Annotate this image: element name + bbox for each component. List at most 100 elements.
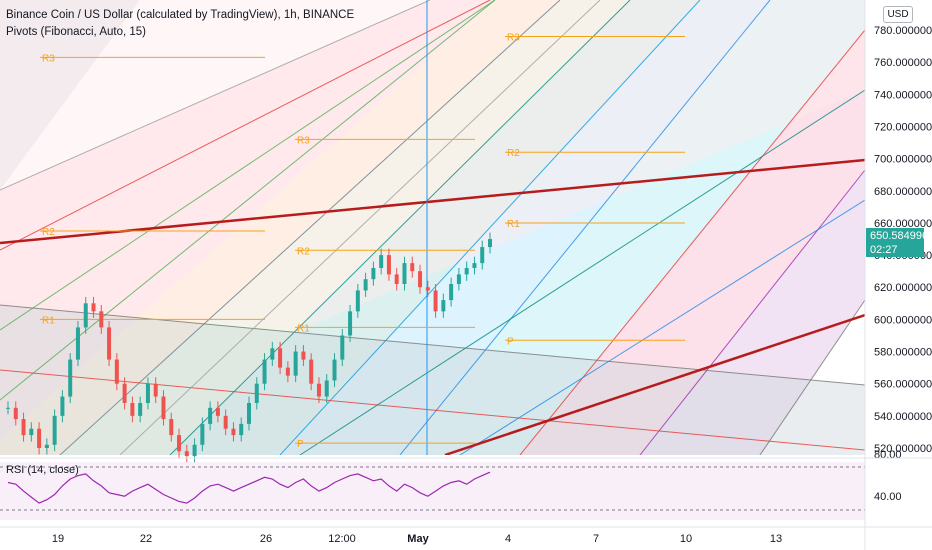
time-tick-label: 26 <box>260 533 272 545</box>
fan-ray-2 <box>0 0 496 401</box>
last-price-tag: 650.584996 02:27 <box>866 228 928 257</box>
candle-body <box>340 335 345 360</box>
candle-body <box>6 407 10 409</box>
time-tick-label: 10 <box>680 533 692 545</box>
price-tick-label: 660.000000 <box>874 218 932 230</box>
rsi-tick-label: 40.00 <box>874 491 902 503</box>
time-tick-label: 12:00 <box>328 533 356 545</box>
candle-body <box>433 290 438 312</box>
pivot-label-R2: R2 <box>297 246 310 257</box>
candle-body <box>278 348 283 368</box>
currency-badge[interactable]: USD <box>883 6 913 23</box>
candle-body <box>13 407 18 420</box>
pivot-label-R2: R2 <box>507 148 520 159</box>
candle-body <box>130 402 135 416</box>
fan-ray-9 <box>759 299 865 455</box>
candle-body <box>83 303 88 328</box>
fan-ray-7 <box>519 29 865 455</box>
price-tick-label: 680.000000 <box>874 186 932 198</box>
time-tick-label: 4 <box>505 533 511 545</box>
trendline-lower <box>444 313 865 455</box>
candle-body <box>425 287 430 291</box>
candle-body <box>223 415 228 429</box>
fan-ray-10 <box>0 304 865 386</box>
candle-body <box>254 383 259 403</box>
candle-body <box>184 451 189 457</box>
candle-body <box>239 423 244 436</box>
pivot-label-R1: R1 <box>42 315 55 326</box>
price-tick-label: 620.000000 <box>874 282 932 294</box>
pivot-label-P: P <box>297 439 304 450</box>
candle-body <box>293 351 298 376</box>
fan-ray-5 <box>279 0 701 455</box>
fan-band-5 <box>280 0 770 455</box>
price-tick-label: 700.000000 <box>874 154 932 166</box>
candle-body <box>60 396 65 416</box>
candle-body <box>44 444 49 448</box>
candle-body <box>363 279 368 291</box>
candle-body <box>262 359 267 384</box>
fan-ray-0 <box>0 0 491 251</box>
pivot-label-R3: R3 <box>42 53 55 64</box>
candle-body <box>29 428 34 436</box>
candle-body <box>91 303 96 312</box>
fan-band-3 <box>60 0 630 455</box>
fan-ray-12 <box>0 0 431 191</box>
pivot-label-R2: R2 <box>42 227 55 238</box>
candle-body <box>153 383 158 397</box>
fan-ray-13 <box>119 0 601 455</box>
price-tick-label: 540.000000 <box>874 411 932 423</box>
pivot-label-R1: R1 <box>297 323 310 334</box>
candle-body <box>107 327 112 360</box>
rsi-band <box>0 462 865 520</box>
candle-body <box>386 255 391 275</box>
candle-body <box>99 311 104 328</box>
fan-band-2 <box>0 0 560 455</box>
pivot-label-P: P <box>507 336 514 347</box>
candle-body <box>114 359 119 384</box>
candle-body <box>21 419 26 436</box>
time-tick-label: 7 <box>593 533 599 545</box>
candle-body <box>348 311 353 336</box>
candle-body <box>145 383 150 403</box>
rsi-label[interactable]: RSI (14, close) <box>6 464 79 476</box>
pivot-label-R3: R3 <box>297 135 310 146</box>
candle-body <box>52 415 57 445</box>
candle-body <box>247 402 251 424</box>
candle-body <box>332 359 337 381</box>
price-tick-label: 720.000000 <box>874 121 932 133</box>
fan-band-9 <box>0 305 865 455</box>
candle-body <box>301 351 306 360</box>
trendline-upper <box>0 158 865 245</box>
candle-body <box>324 380 329 397</box>
fan-ray-3 <box>59 0 561 455</box>
candle-body <box>379 255 384 268</box>
candle-body <box>270 348 275 360</box>
indicator-label[interactable]: Pivots (Fibonacci, Auto, 15) <box>6 26 146 38</box>
candle-body <box>215 407 220 416</box>
pivot-label-R1: R1 <box>507 219 520 230</box>
fan-band-6 <box>400 0 865 455</box>
candle-body <box>68 359 73 397</box>
price-tick-label: 560.000000 <box>874 379 932 391</box>
candle-body <box>177 435 182 452</box>
price-tick-label: 600.000000 <box>874 314 932 326</box>
candle-body <box>138 402 143 416</box>
fan-ray-1 <box>0 0 496 331</box>
candle-body <box>285 367 290 376</box>
bar-countdown: 02:27 <box>870 244 898 256</box>
fan-ray-8 <box>639 169 865 455</box>
candle-body <box>231 428 236 436</box>
candle-body <box>200 423 205 445</box>
candle-body <box>169 419 174 436</box>
time-tick-label: 19 <box>52 533 64 545</box>
candle-body <box>316 383 321 397</box>
rsi-line <box>7 471 491 504</box>
candle-body <box>410 263 415 272</box>
fan-ray-15 <box>459 199 865 455</box>
candle-body <box>309 359 314 384</box>
candle-body <box>355 290 360 312</box>
price-tick-label: 520.000000 <box>874 443 932 455</box>
